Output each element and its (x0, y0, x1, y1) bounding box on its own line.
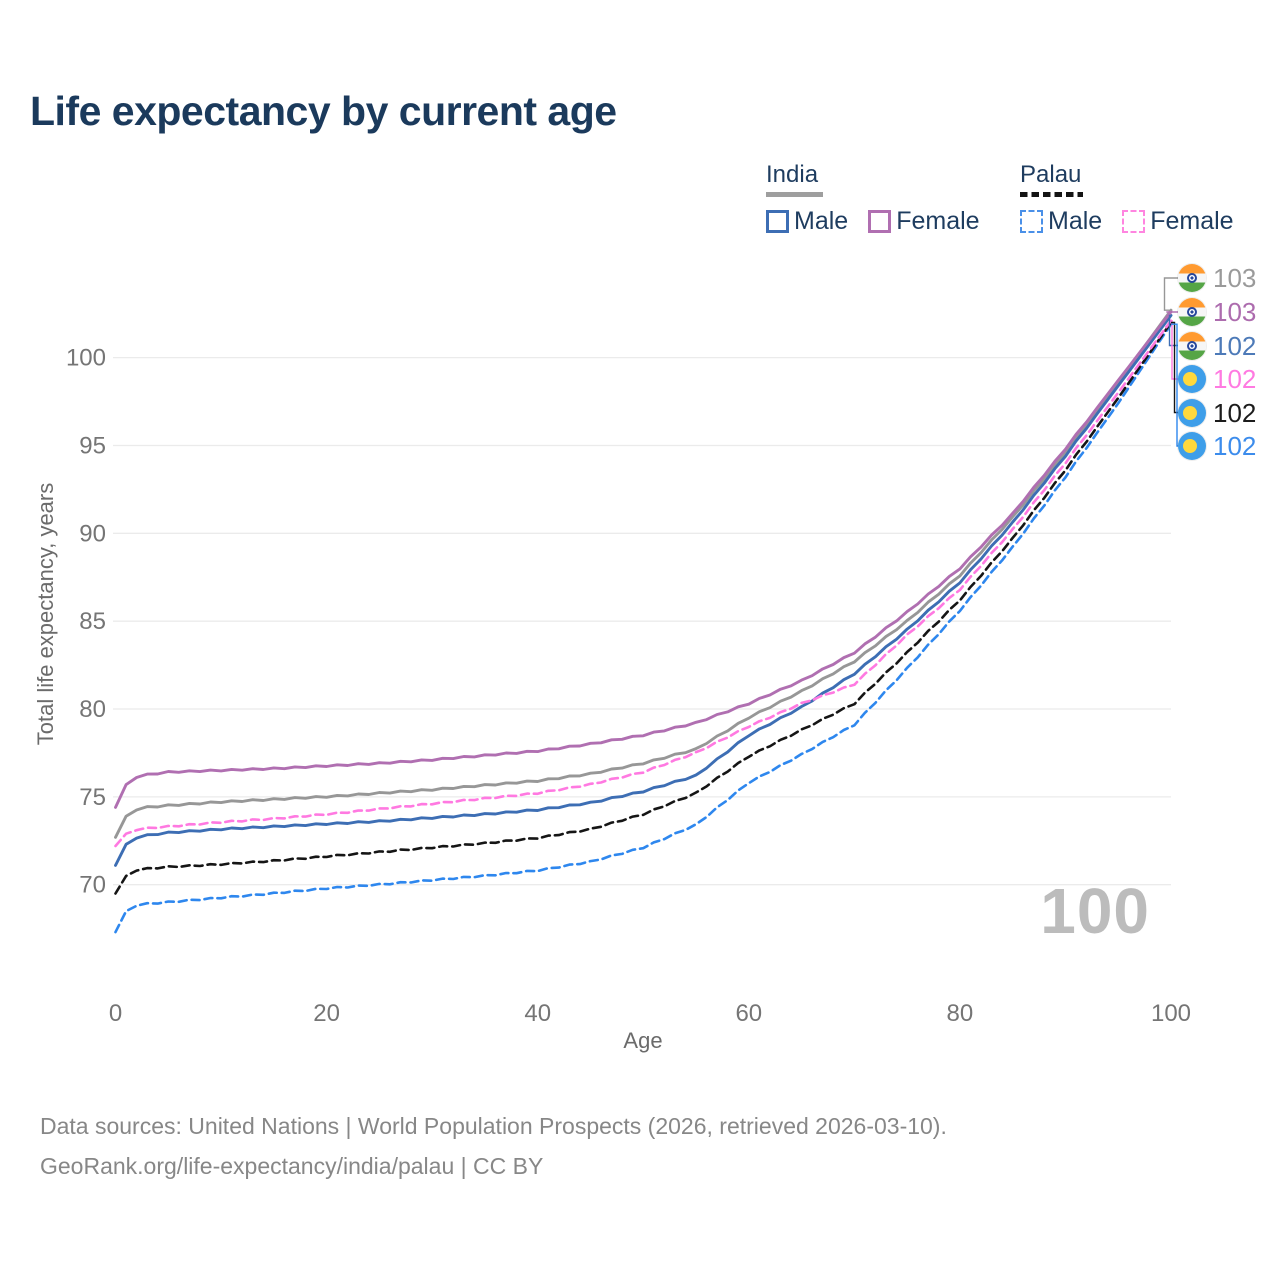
palau-female-swatch-icon[interactable] (1122, 210, 1146, 233)
end-label-value: 103 (1213, 297, 1257, 327)
palau-flag-icon (1178, 365, 1206, 393)
y-tick-label: 75 (79, 784, 106, 811)
y-tick-label: 80 (79, 696, 106, 723)
age-watermark: 100 (1040, 875, 1150, 947)
series-line-india-male[interactable] (114, 313, 1173, 867)
india-flag-icon (1178, 264, 1206, 292)
end-label-value: 102 (1213, 397, 1257, 428)
palau-line-style-sample (1020, 192, 1083, 197)
footer-link-line: GeoRank.org/life-expectancy/india/palau … (40, 1153, 544, 1179)
x-tick-label: 20 (313, 1000, 340, 1027)
end-label-value: 102 (1213, 431, 1257, 461)
series-line-india-total[interactable] (114, 308, 1173, 839)
page-title: Life expectancy by current age (30, 88, 617, 134)
x-axis-title: Age (623, 1028, 663, 1053)
y-tick-label: 85 (79, 608, 106, 635)
x-tick-label: 100 (1151, 1000, 1191, 1027)
india-female-swatch-icon[interactable] (868, 210, 892, 233)
end-label-palau-total[interactable]: 102 (1178, 397, 1257, 428)
label-connector-palau-male (1171, 323, 1178, 447)
palau-flag-icon (1178, 432, 1206, 460)
legend-group-india: India Male Female (766, 161, 980, 236)
legend-item-palau-female[interactable]: Female (1122, 207, 1234, 236)
legend-country-india: India (766, 161, 819, 188)
label-connector-india-male (1168, 314, 1178, 347)
footer-sources-line: Data sources: United Nations | World Pop… (40, 1113, 947, 1139)
palau-flag-icon (1178, 398, 1206, 427)
x-tick-label: 80 (947, 1000, 974, 1027)
end-label-india-female[interactable]: 103 (1178, 298, 1256, 326)
y-axis-title: Total life expectancy, years (33, 482, 58, 746)
legend-group-palau: Palau Male Female (1020, 161, 1234, 236)
legend-country-palau: Palau (1020, 161, 1082, 188)
series-line-palau-female[interactable] (114, 319, 1173, 848)
legend-label-palau-female: Female (1150, 207, 1234, 235)
footer: Data sources: United Nations | World Pop… (40, 1106, 947, 1186)
x-tick-label: 0 (109, 1000, 122, 1027)
legend-item-palau-male[interactable]: Male (1020, 207, 1102, 236)
india-flag-icon (1178, 331, 1206, 360)
end-label-palau-male[interactable]: 102 (1178, 432, 1256, 460)
label-connector-palau-total (1171, 321, 1178, 414)
y-tick-label: 70 (79, 872, 106, 899)
india-flag-icon (1178, 298, 1206, 326)
legend-item-india-male[interactable]: Male (766, 207, 848, 236)
end-label-palau-female[interactable]: 102 (1178, 365, 1256, 393)
end-label-value: 102 (1213, 364, 1257, 394)
end-label-value: 102 (1213, 330, 1257, 361)
y-tick-label: 100 (66, 345, 106, 372)
india-male-swatch-icon[interactable] (766, 210, 789, 233)
x-tick-label: 40 (524, 1000, 551, 1027)
series-line-palau-male[interactable] (114, 322, 1173, 934)
y-tick-label: 95 (79, 433, 106, 460)
x-tick-label: 60 (735, 1000, 762, 1027)
legend-label-palau-male: Male (1048, 207, 1103, 235)
series-line-palau-total[interactable] (114, 321, 1173, 895)
palau-male-swatch-icon[interactable] (1020, 210, 1043, 233)
label-connector-india-total (1163, 277, 1178, 311)
end-label-value: 103 (1213, 263, 1257, 293)
legend-label-india-male: Male (794, 207, 849, 235)
legend-label-india-female: Female (896, 207, 980, 235)
y-tick-label: 90 (79, 520, 106, 547)
india-line-style-sample (766, 192, 823, 197)
series-line-india-female[interactable] (114, 310, 1173, 809)
end-label-india-total[interactable]: 103 (1178, 264, 1256, 292)
end-label-india-male[interactable]: 102 (1178, 330, 1257, 361)
legend-item-india-female[interactable]: Female (868, 207, 980, 236)
